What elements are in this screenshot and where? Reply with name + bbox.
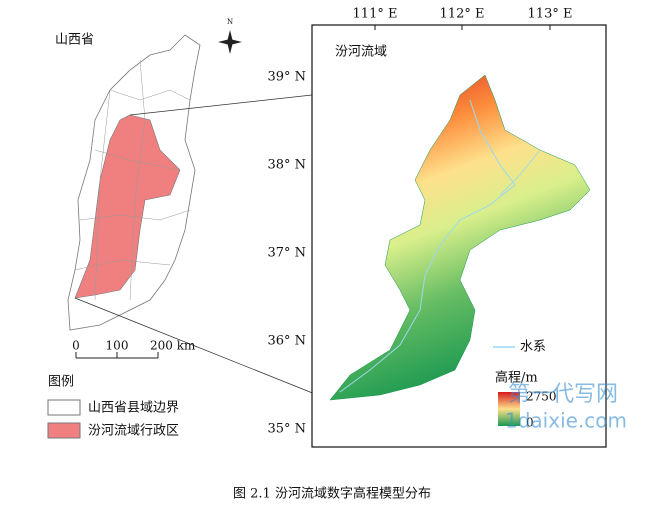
legend-label: 山西省县域边界 — [88, 401, 179, 416]
legend-title: 图例 — [48, 375, 74, 390]
river — [499, 149, 541, 196]
connector — [129, 94, 313, 116]
scale-bar: 0 100 200 km — [72, 339, 196, 359]
lon-label: 112° E — [440, 7, 485, 22]
watermark: 1daixie.com — [505, 409, 627, 433]
lat-label: 37° N — [267, 246, 306, 261]
scale-label: 0 — [72, 339, 80, 353]
north-arrow: N — [218, 18, 242, 54]
lat-label: 36° N — [267, 334, 306, 349]
lat-label: 39° N — [267, 70, 306, 85]
elevation-title: 高程/m — [495, 370, 538, 386]
lon-label: 113° E — [528, 7, 573, 22]
basin-dem — [329, 74, 591, 401]
scale-label: 200 km — [150, 339, 196, 353]
basin-counties — [74, 114, 181, 299]
county-borders — [74, 59, 191, 301]
lat-label: 38° N — [267, 158, 306, 173]
province-title: 山西省 — [55, 33, 94, 48]
connector — [74, 297, 331, 401]
legend-swatch — [47, 399, 81, 416]
legend-label: 汾河流域行政区 — [88, 424, 179, 439]
river-legend-label: 水系 — [520, 340, 546, 355]
legend-swatch — [47, 422, 81, 439]
scale-label: 100 — [106, 339, 129, 353]
lon-label: 111° E — [353, 7, 398, 22]
elevation-min: 0 — [526, 416, 534, 430]
elevation-max: 2750 — [526, 390, 557, 404]
caption: 图 2.1 汾河流域数字高程模型分布 — [233, 486, 431, 502]
elevation-ramp — [498, 392, 520, 426]
river — [339, 99, 516, 393]
watermark: 第一代写网 — [508, 382, 618, 407]
lat-label: 35° N — [267, 422, 306, 437]
north-label: N — [227, 18, 233, 26]
basin-title: 汾河流域 — [335, 45, 387, 60]
